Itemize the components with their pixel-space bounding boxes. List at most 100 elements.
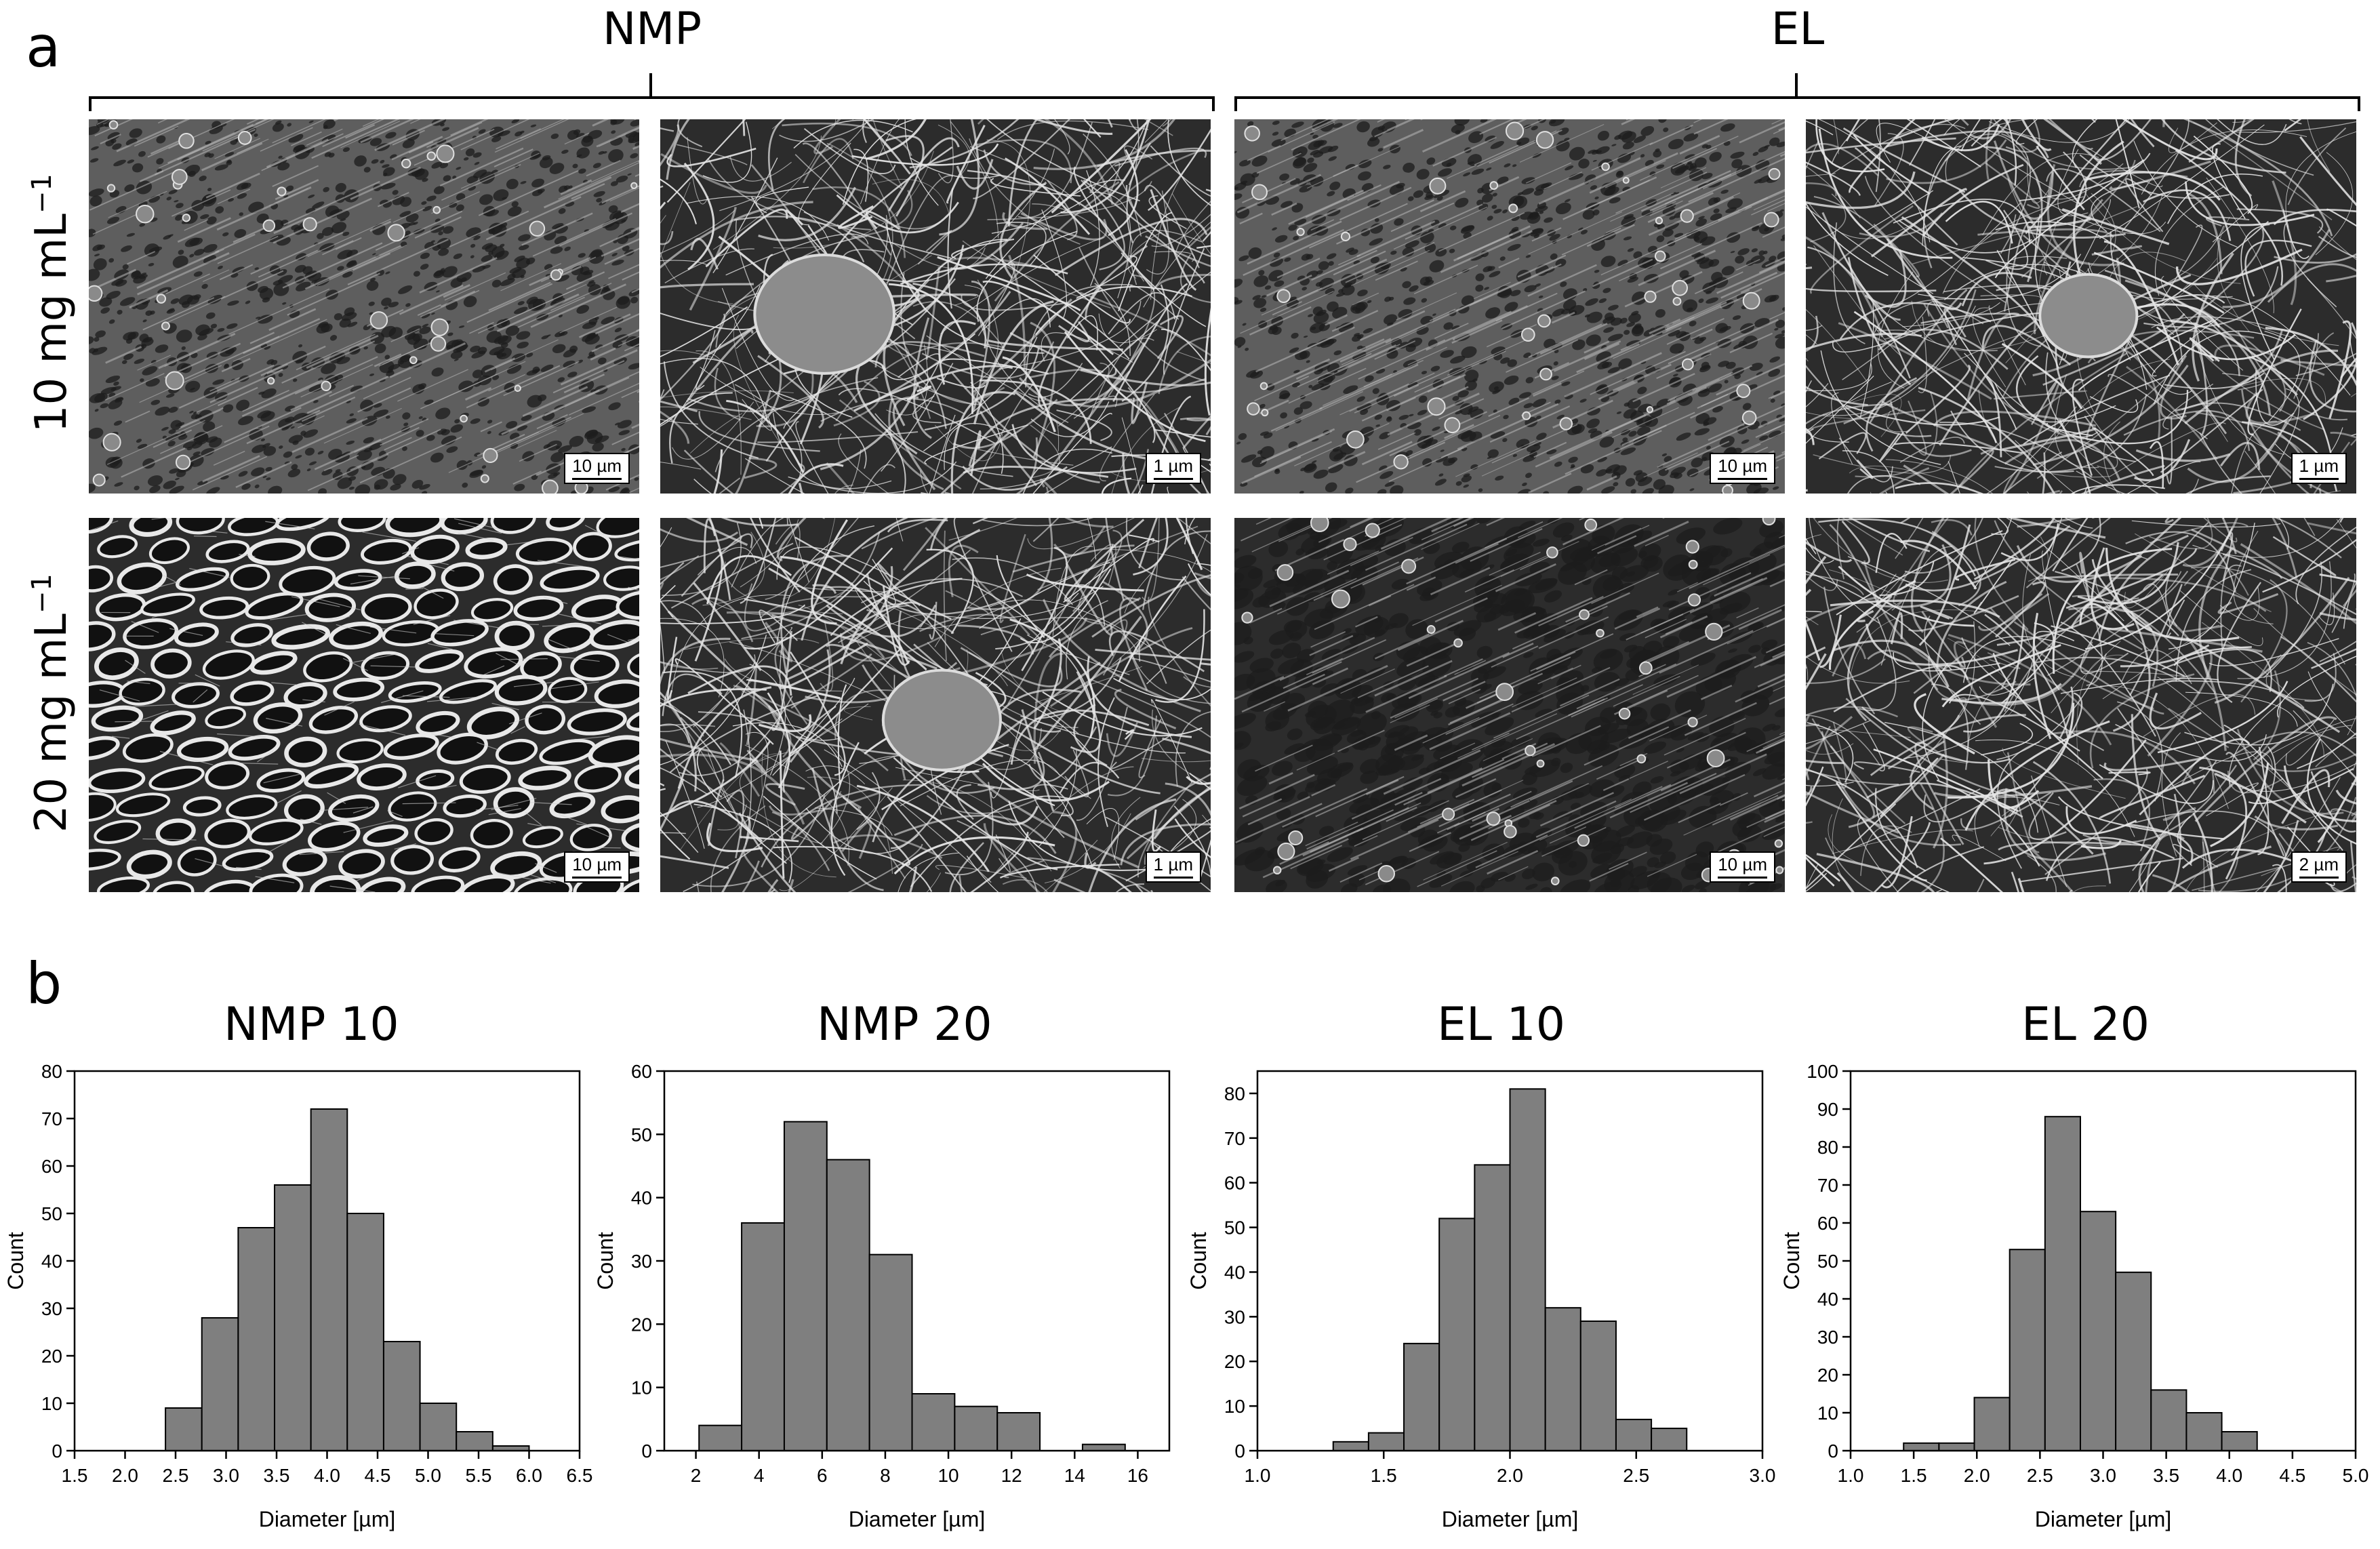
- y-tick-label: 20: [41, 1346, 62, 1367]
- histogram-bar: [1083, 1445, 1125, 1451]
- histogram-bar: [2151, 1390, 2186, 1451]
- histogram-bar: [1404, 1344, 1439, 1451]
- y-tick-label: 20: [631, 1314, 652, 1335]
- histogram-bar: [1333, 1442, 1369, 1451]
- y-tick-label: 30: [1817, 1327, 1838, 1348]
- x-tick-label: 6.0: [516, 1465, 542, 1486]
- x-tick-label: 2.0: [112, 1465, 138, 1486]
- x-tick-label: 12: [1001, 1465, 1022, 1486]
- histogram-bar: [912, 1394, 955, 1451]
- histogram-bar: [1939, 1443, 1974, 1451]
- x-axis-label: Diameter [µm]: [849, 1507, 986, 1531]
- histogram-bar: [165, 1408, 202, 1451]
- y-axis-label: Count: [1779, 1232, 1804, 1290]
- chart-title-el-20: EL 20: [2021, 998, 2150, 1051]
- histogram-bar: [2045, 1117, 2080, 1451]
- histogram-bar: [311, 1109, 348, 1451]
- sem-nmp-20-low: 10 µm: [89, 518, 639, 892]
- y-axis-label: Count: [3, 1232, 28, 1290]
- scale-bar: 1 µm: [1146, 453, 1201, 484]
- histogram-bar: [202, 1318, 239, 1451]
- y-tick-label: 10: [41, 1393, 62, 1414]
- x-tick-label: 2.5: [163, 1465, 189, 1486]
- y-tick-label: 10: [1817, 1403, 1838, 1424]
- y-tick-label: 0: [641, 1441, 652, 1462]
- chart-title-nmp-10: NMP 10: [224, 998, 399, 1051]
- histogram-bar: [1975, 1398, 2010, 1451]
- y-tick-label: 60: [631, 1061, 652, 1082]
- histogram-bar: [699, 1426, 742, 1451]
- x-tick-label: 3.0: [1750, 1465, 1776, 1486]
- histogram-bar: [1903, 1443, 1939, 1451]
- y-tick-label: 20: [1817, 1365, 1838, 1386]
- histogram-bar: [997, 1413, 1040, 1451]
- y-tick-label: 10: [631, 1377, 652, 1399]
- y-tick-label: 50: [41, 1203, 62, 1224]
- sem-el-20-high: 2 µm: [1806, 518, 2356, 892]
- y-tick-label: 70: [1817, 1175, 1838, 1196]
- x-tick-label: 3.5: [264, 1465, 290, 1486]
- histogram-bar: [784, 1122, 827, 1451]
- histogram-bar: [954, 1407, 997, 1451]
- x-tick-label: 3.5: [2153, 1465, 2179, 1486]
- y-tick-label: 70: [1224, 1128, 1245, 1149]
- x-tick-label: 4.0: [314, 1465, 340, 1486]
- scale-bar: 10 µm: [1710, 453, 1775, 484]
- particle: [883, 670, 1001, 770]
- x-tick-label: 3.0: [213, 1465, 239, 1486]
- x-tick-label: 2.0: [1497, 1465, 1523, 1486]
- histogram-bar: [870, 1255, 912, 1451]
- y-tick-label: 30: [631, 1251, 652, 1272]
- group-label-nmp: NMP: [517, 3, 788, 55]
- x-tick-label: 1.5: [62, 1465, 88, 1486]
- scale-bar: 10 µm: [1710, 851, 1775, 883]
- chart-title-el-10: EL 10: [1437, 998, 1565, 1051]
- y-tick-label: 80: [41, 1061, 62, 1082]
- x-tick-label: 8: [880, 1465, 891, 1486]
- x-tick-label: 14: [1064, 1465, 1085, 1486]
- y-tick-label: 10: [1224, 1396, 1245, 1417]
- x-axis-label: Diameter [µm]: [259, 1507, 396, 1531]
- histogram-bar: [1510, 1089, 1546, 1451]
- histogram-bar: [1546, 1308, 1581, 1451]
- particle: [2040, 275, 2137, 357]
- y-tick-label: 80: [1224, 1083, 1245, 1104]
- y-tick-label: 40: [1224, 1262, 1245, 1283]
- y-tick-label: 0: [1828, 1441, 1838, 1462]
- sem-el-20-low: 10 µm: [1234, 518, 1785, 892]
- scale-bar: 10 µm: [564, 453, 630, 484]
- x-tick-label: 2.5: [1623, 1465, 1649, 1486]
- histogram-bar: [1581, 1321, 1616, 1451]
- bracket-el: [1234, 96, 2360, 111]
- y-tick-label: 70: [41, 1108, 62, 1129]
- y-axis-label: Count: [593, 1232, 618, 1290]
- y-tick-label: 90: [1817, 1099, 1838, 1120]
- row-label-20-sup: −1: [26, 574, 58, 613]
- x-tick-label: 1.5: [1901, 1465, 1927, 1486]
- bracket-el-tick: [1795, 73, 1798, 96]
- sem-el-10-high: 1 µm: [1806, 119, 2356, 494]
- x-tick-label: 2: [691, 1465, 702, 1486]
- histogram-bar: [347, 1213, 384, 1451]
- histogram-bar: [827, 1160, 870, 1451]
- x-tick-label: 16: [1127, 1465, 1148, 1486]
- x-tick-label: 2.5: [2027, 1465, 2053, 1486]
- y-tick-label: 80: [1817, 1137, 1838, 1158]
- row-label-10-sup: −1: [26, 174, 58, 214]
- y-tick-label: 40: [1817, 1289, 1838, 1310]
- x-tick-label: 4.5: [2279, 1465, 2305, 1486]
- x-tick-label: 5.0: [415, 1465, 441, 1486]
- histogram-bar: [420, 1403, 457, 1451]
- y-tick-label: 0: [1234, 1441, 1245, 1462]
- histogram-bar: [2010, 1249, 2045, 1451]
- sem-nmp-10-low: 10 µm: [89, 119, 639, 494]
- histogram-bar: [2116, 1272, 2151, 1451]
- y-tick-label: 100: [1807, 1061, 1838, 1082]
- scale-bar: 2 µm: [2291, 851, 2347, 883]
- histogram-bar: [2080, 1211, 2116, 1451]
- histogram-bar: [1651, 1428, 1687, 1451]
- histogram-bar: [238, 1228, 275, 1451]
